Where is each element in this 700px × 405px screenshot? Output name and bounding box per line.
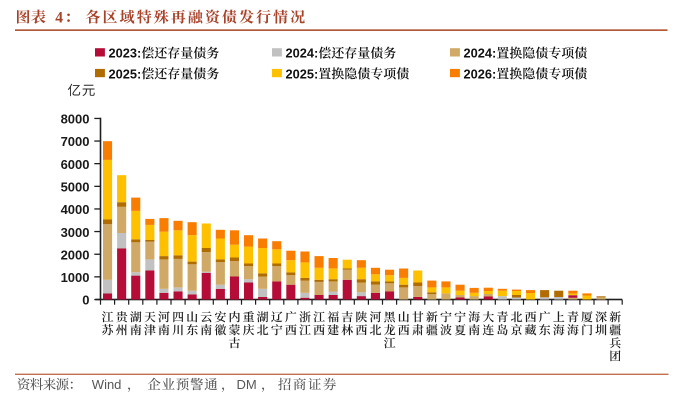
svg-text:2025:: 2025: bbox=[286, 66, 319, 81]
svg-text:2000: 2000 bbox=[61, 247, 90, 262]
svg-text:Wind: Wind bbox=[92, 377, 122, 392]
svg-text:6000: 6000 bbox=[61, 157, 90, 172]
svg-text:1000: 1000 bbox=[61, 270, 90, 285]
svg-text:DM: DM bbox=[237, 377, 257, 392]
svg-text:2024:: 2024: bbox=[286, 46, 319, 61]
svg-text:2025:: 2025: bbox=[109, 66, 142, 81]
svg-text:3000: 3000 bbox=[61, 225, 90, 240]
svg-text:5000: 5000 bbox=[61, 180, 90, 195]
svg-text:2026:: 2026: bbox=[464, 66, 497, 81]
svg-text:2024:: 2024: bbox=[464, 46, 497, 61]
svg-text:4000: 4000 bbox=[61, 202, 90, 217]
svg-text:0: 0 bbox=[82, 293, 89, 308]
svg-text:8000: 8000 bbox=[61, 112, 90, 127]
svg-text:2023:: 2023: bbox=[109, 46, 142, 61]
svg-text:7000: 7000 bbox=[61, 134, 90, 149]
svg-text:4: 4 bbox=[55, 9, 63, 26]
